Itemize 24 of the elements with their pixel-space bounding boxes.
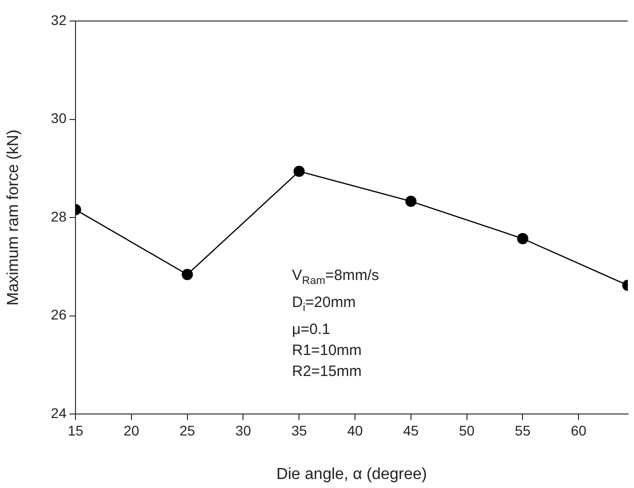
y-tick-label: 24 xyxy=(50,404,67,421)
x-tick-label: 40 xyxy=(347,422,363,438)
x-tick-label: 50 xyxy=(459,422,475,438)
point xyxy=(294,166,305,177)
x-axis-title: Die angle, α (degree) xyxy=(276,466,427,483)
y-axis-title: Maximum ram force (kN) xyxy=(5,129,22,306)
annotation: V$_{Ram}$=8mm/s xyxy=(292,266,380,289)
annotation: R1=10mm xyxy=(292,341,363,361)
y-tick-label: 30 xyxy=(50,110,67,126)
x-tick-label: 30 xyxy=(235,422,252,438)
annotation: D$_{i}$=20mm xyxy=(292,293,357,316)
y-tick-label: 26 xyxy=(50,306,67,323)
x-tick-label: 35 xyxy=(291,422,308,438)
x-tick-label: 60 xyxy=(570,422,587,438)
y-tick-label: 28 xyxy=(50,208,67,224)
annotation: R2=15mm xyxy=(292,362,363,382)
x-tick-label: 45 xyxy=(403,422,419,438)
x-tick-label: 55 xyxy=(514,422,531,438)
annotation: μ=0.1 xyxy=(292,320,332,340)
x-tick-label: 20 xyxy=(124,422,140,438)
y-tick-label: 32 xyxy=(50,12,67,28)
x-tick-label: 25 xyxy=(180,422,196,438)
x-tick-label: 15 xyxy=(68,422,84,438)
point xyxy=(405,196,417,207)
